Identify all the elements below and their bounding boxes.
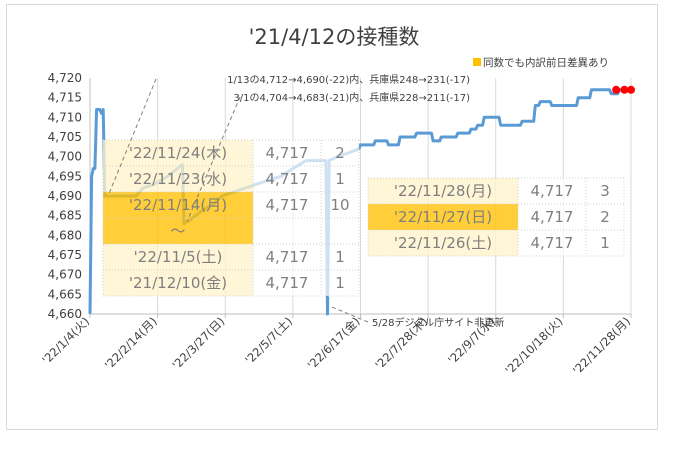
table-cell-bg (253, 166, 359, 192)
table-cell-date: '22/11/27(日) (394, 208, 492, 226)
table-cell-diff: 1 (335, 170, 345, 188)
annotation-leader (186, 96, 241, 222)
annotation-layer: 1/13の4,712→4,690(-22)内、兵庫県248→231(-17) 3/… (108, 73, 504, 329)
table-cell-diff: 1 (335, 274, 345, 292)
table-cell-diff: 1 (335, 248, 345, 266)
y-tick-label: 4,700 (48, 150, 82, 164)
table-cell-value: 4,717 (531, 208, 574, 226)
x-tick-label: '22/10/18(火) (502, 314, 565, 377)
chart-title: '21/4/12の接種数 (249, 25, 420, 49)
legend-swatch (473, 58, 481, 66)
annotation-note1: 1/13の4,712→4,690(-22)内、兵庫県248→231(-17) (227, 73, 470, 86)
table-cell-bg (253, 270, 359, 296)
table-cell-date: '21/12/10(金) (129, 274, 227, 292)
table-cell-bg (518, 204, 624, 230)
table-cell-date: '22/11/28(月) (394, 182, 492, 200)
table-cell-value: 4,717 (266, 274, 309, 292)
legend-label: 同数でも内訳前日差異あり (483, 56, 609, 69)
table-cell-diff: 2 (600, 208, 610, 226)
table-cell-value: 4,717 (531, 234, 574, 252)
table-cell-bg (253, 244, 359, 270)
table-cell-date: '22/11/24(木) (129, 144, 227, 162)
table-cell-date-bg (368, 178, 518, 204)
y-tick-label: 4,720 (48, 71, 82, 85)
table-cell-diff: 2 (335, 144, 345, 162)
table-right: '22/11/28(月) 4,717 3 '22/11/27(日) 4,717 2 '22/… (367, 177, 625, 257)
table-cell-value: 4,717 (531, 182, 574, 200)
table-cell-bg (253, 218, 359, 244)
y-tick-label: 4,705 (48, 130, 82, 144)
table-cell-date-bg (368, 204, 518, 230)
table-cell-date: '22/11/23(水) (129, 170, 227, 188)
table-left: '22/11/24(木) 4,717 2 '22/11/23(水) 4,717 1 '22/… (102, 139, 360, 297)
y-tick-label: 4,675 (48, 248, 82, 262)
table-cell-value: 4,717 (266, 248, 309, 266)
table-cell-date: '22/11/14(月) (129, 196, 227, 214)
data-point-marker (627, 85, 635, 94)
table-layer: '22/11/24(木) 4,717 2'22/11/23(水) 4,717 1'22/… (102, 139, 625, 297)
x-tick-label: '22/11/28(月) (570, 314, 633, 377)
table-cell-date-bg (103, 244, 253, 270)
data-point-marker (612, 85, 621, 94)
table-cell-date-bg (103, 192, 253, 218)
table-cell-date-bg (103, 270, 253, 296)
y-tick-label: 4,660 (48, 307, 82, 321)
table-cell-diff: 1 (600, 234, 610, 252)
table-cell-value: 4,717 (266, 170, 309, 188)
table-cell-diff: 10 (330, 196, 349, 214)
annotation-note2: 3/1の4,704→4,683(-21)内、兵庫県228→211(-17) (233, 91, 470, 104)
table-cell-date-bg (103, 218, 253, 244)
x-tick-label: '22/1/4(火) (39, 314, 92, 367)
y-axis: 4,660 4,665 4,670 4,675 4,680 4,685 4,690 4,695… (48, 71, 91, 321)
y-tick-label: 4,680 (48, 228, 82, 242)
annotation-note3: 5/28デジタル庁サイト非更新 (372, 316, 504, 329)
table-cell-date: ～ (170, 222, 185, 240)
table-cell-bg (518, 178, 624, 204)
y-tick-label: 4,665 (48, 287, 82, 301)
y-tick-label: 4,685 (48, 209, 82, 223)
table-cell-date-bg (103, 140, 253, 166)
table-cell-bg (253, 140, 359, 166)
table-cell-diff: 3 (600, 182, 610, 200)
y-tick-label: 4,695 (48, 169, 82, 183)
x-axis: '22/1/4(火) '22/2/14(月) '22/3/27(日) '22/5/7(… (39, 313, 633, 377)
y-tick-label: 4,710 (48, 110, 82, 124)
legend: 同数でも内訳前日差異あり (473, 56, 609, 69)
x-tick-label: '22/3/27(日) (169, 314, 227, 372)
y-tick-label: 4,690 (48, 189, 82, 203)
table-cell-date: '22/11/26(土) (394, 234, 492, 252)
table-cell-value: 4,717 (266, 196, 309, 214)
data-point-marker (620, 85, 629, 94)
table-cell-date-bg (368, 230, 518, 256)
table-cell-date-bg (103, 166, 253, 192)
table-cell-bg (253, 192, 359, 218)
table-cell-bg (518, 230, 624, 256)
table-cell-value: 4,717 (266, 144, 309, 162)
x-tick-label: '22/2/14(月) (102, 314, 160, 372)
table-cell-date: '22/11/5(土) (134, 248, 223, 266)
y-tick-label: 4,715 (48, 91, 82, 105)
y-tick-label: 4,670 (48, 268, 82, 282)
x-tick-label: '22/6/17(金) (305, 314, 363, 372)
x-tick-label: '22/5/7(土) (242, 314, 295, 367)
